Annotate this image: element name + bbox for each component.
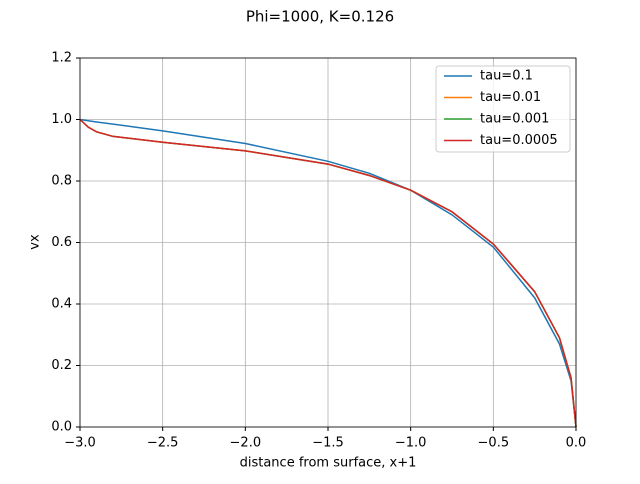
data-line xyxy=(79,118,577,428)
y-axis-label: vx xyxy=(28,234,43,250)
y-tick-label: 0.4 xyxy=(51,297,72,312)
x-axis-label: distance from surface, x+1 xyxy=(240,456,417,471)
x-tick-label: −0.5 xyxy=(478,436,510,451)
x-tick-label: −3.0 xyxy=(64,436,96,451)
x-tick-label: −2.5 xyxy=(147,436,179,451)
legend-label: tau=0.1 xyxy=(480,69,533,84)
x-tick-label: −1.5 xyxy=(312,436,344,451)
legend-label: tau=0.0005 xyxy=(480,133,558,148)
y-tick-label: 0.0 xyxy=(51,420,72,435)
legend-label: tau=0.01 xyxy=(480,90,541,105)
legend-box xyxy=(435,65,571,153)
chart-title: Phi=1000, K=0.126 xyxy=(246,8,394,26)
y-tick-label: 1.2 xyxy=(51,51,72,66)
y-tick-label: 0.6 xyxy=(51,235,72,250)
y-tick-label: 0.2 xyxy=(51,358,72,373)
legend-label: tau=0.001 xyxy=(480,112,549,127)
x-tick-label: −1.0 xyxy=(395,436,427,451)
y-tick-label: 1.0 xyxy=(51,112,72,127)
y-tick-label: 0.8 xyxy=(51,174,72,189)
x-tick-label: 0.0 xyxy=(566,436,587,451)
data-line xyxy=(79,118,577,428)
x-tick-label: −2.0 xyxy=(230,436,262,451)
plot-frame xyxy=(79,57,577,428)
